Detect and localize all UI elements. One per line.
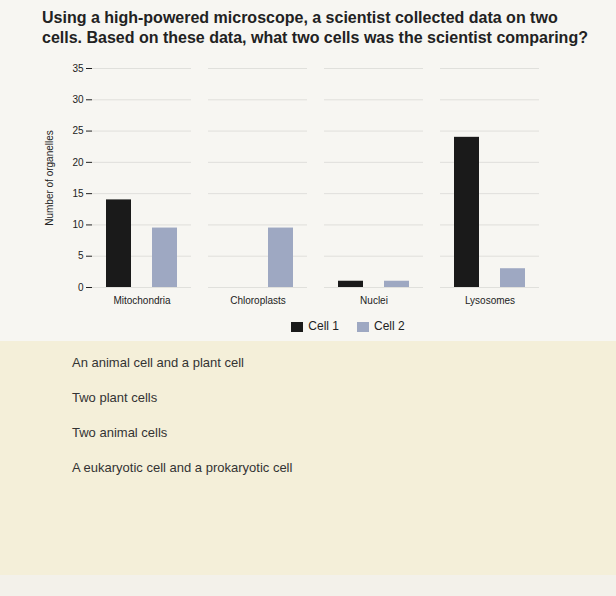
- svg-text:5: 5: [78, 250, 84, 261]
- svg-text:35: 35: [72, 63, 84, 74]
- svg-text:25: 25: [72, 125, 84, 136]
- svg-text:10: 10: [72, 219, 84, 230]
- svg-text:Mitochondria: Mitochondria: [113, 295, 171, 306]
- svg-text:15: 15: [72, 188, 84, 199]
- html-text:Two animal cells: Two animal cells: [72, 425, 168, 440]
- html-text:Cell 1: Cell 1: [308, 319, 339, 333]
- html-text:Cell 2: Cell 2: [374, 319, 405, 333]
- svg-text:20: 20: [72, 157, 84, 168]
- html-text:A eukaryotic cell and a prokar: A eukaryotic cell and a prokaryotic cell: [72, 460, 293, 475]
- svg-text:Nuclei: Nuclei: [360, 295, 388, 306]
- html-text:Using a high-powered microscop: Using a high-powered microscope, a scien…: [42, 9, 588, 46]
- svg-text:0: 0: [78, 282, 84, 293]
- svg-text:Chloroplasts: Chloroplasts: [230, 295, 286, 306]
- svg-text:Number of organelles: Number of organelles: [44, 130, 55, 226]
- html-text:Two plant cells: Two plant cells: [72, 390, 158, 405]
- svg-text:Lysosomes: Lysosomes: [465, 295, 515, 306]
- svg-text:30: 30: [72, 94, 84, 105]
- html-text:An animal cell and a plant cel: An animal cell and a plant cell: [72, 355, 244, 370]
